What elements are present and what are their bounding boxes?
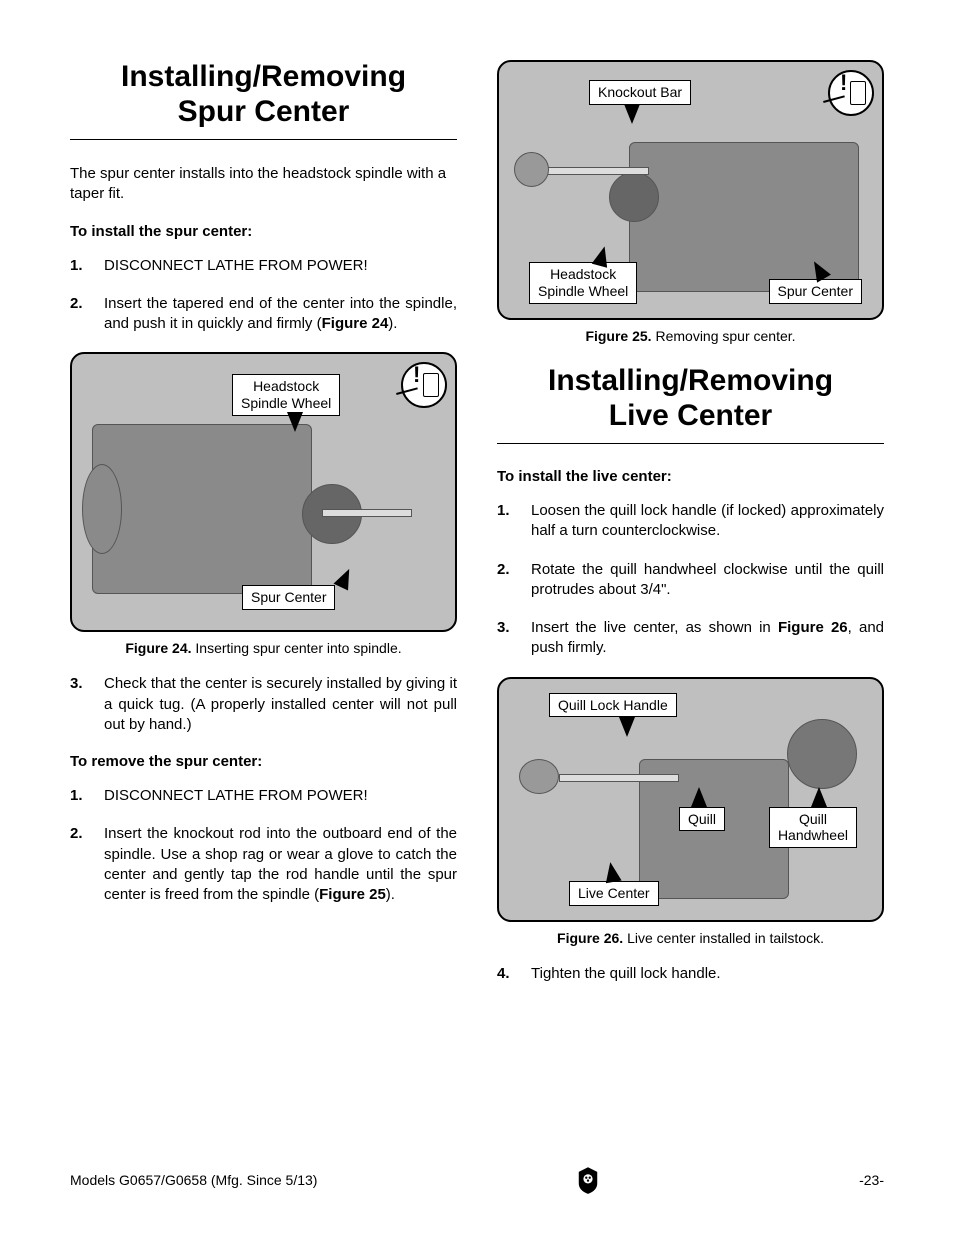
step-number: 1.: [497, 501, 531, 542]
step-number: 3.: [497, 618, 531, 659]
unplug-icon: [401, 362, 447, 408]
section-title-live: Installing/Removing Live Center: [497, 364, 884, 433]
after-fig26-steps: 4. Tighten the quill lock handle.: [497, 964, 884, 984]
section-title-spur: Installing/Removing Spur Center: [70, 60, 457, 129]
title-line: Installing/Removing: [121, 60, 406, 93]
step-number: 2.: [70, 294, 104, 335]
figure-24-caption: Figure 24. Inserting spur center into sp…: [70, 640, 457, 656]
callout-knockout-bar: Knockout Bar: [589, 80, 691, 105]
step-number: 4.: [497, 964, 531, 984]
step-text: DISCONNECT LATHE FROM POWER!: [104, 256, 457, 276]
page-footer: Models G0657/G0658 (Mfg. Since 5/13) -23…: [70, 1165, 884, 1195]
step-text: Loosen the quill lock handle (if locked)…: [531, 501, 884, 542]
list-item: 3. Insert the live center, as shown in F…: [497, 618, 884, 659]
list-item: 1. Loosen the quill lock handle (if lock…: [497, 501, 884, 542]
callout-quill: Quill: [679, 807, 725, 832]
step-text: Insert the live center, as shown in Figu…: [531, 618, 884, 659]
list-item: 2. Insert the knockout rod into the outb…: [70, 824, 457, 905]
list-item: 4. Tighten the quill lock handle.: [497, 964, 884, 984]
list-item: 1. DISCONNECT LATHE FROM POWER!: [70, 786, 457, 806]
bear-logo-icon: [574, 1165, 602, 1195]
title-rule: [70, 139, 457, 140]
callout-quill-lock: Quill Lock Handle: [549, 693, 677, 718]
after-fig-steps: 3. Check that the center is securely ins…: [70, 674, 457, 735]
callout-headstock-wheel: Headstock Spindle Wheel: [529, 262, 637, 304]
figure-26-caption: Figure 26. Live center installed in tail…: [497, 930, 884, 946]
step-number: 1.: [70, 786, 104, 806]
callout-spur-center: Spur Center: [242, 585, 335, 610]
footer-page-number: -23-: [859, 1172, 884, 1188]
step-text: Tighten the quill lock handle.: [531, 964, 884, 984]
figure-26: Quill Lock Handle Quill Quill Handwheel …: [497, 677, 884, 922]
footer-models: Models G0657/G0658 (Mfg. Since 5/13): [70, 1172, 317, 1188]
list-item: 3. Check that the center is securely ins…: [70, 674, 457, 735]
figure-25: Knockout Bar Headstock Spindle Wheel Spu…: [497, 60, 884, 320]
callout-live-center: Live Center: [569, 881, 659, 906]
step-text: Insert the tapered end of the center int…: [104, 294, 457, 335]
install-subhead: To install the spur center:: [70, 223, 457, 240]
step-text: Rotate the quill handwheel clockwise unt…: [531, 560, 884, 601]
title-line: Live Center: [609, 399, 772, 432]
list-item: 2. Insert the tapered end of the center …: [70, 294, 457, 335]
figure-25-caption: Figure 25. Removing spur center.: [497, 328, 884, 344]
right-column: Knockout Bar Headstock Spindle Wheel Spu…: [497, 60, 884, 1002]
callout-headstock-wheel: Headstock Spindle Wheel: [232, 374, 340, 416]
title-line: Installing/Removing: [548, 364, 833, 397]
step-text: Insert the knockout rod into the outboar…: [104, 824, 457, 905]
left-column: Installing/Removing Spur Center The spur…: [70, 60, 457, 1002]
install-live-steps: 1. Loosen the quill lock handle (if lock…: [497, 501, 884, 659]
list-item: 1. DISCONNECT LATHE FROM POWER!: [70, 256, 457, 276]
step-number: 3.: [70, 674, 104, 735]
title-rule: [497, 443, 884, 444]
remove-subhead: To remove the spur center:: [70, 753, 457, 770]
unplug-icon: [828, 70, 874, 116]
remove-steps-list: 1. DISCONNECT LATHE FROM POWER! 2. Inser…: [70, 786, 457, 905]
callout-spur-center: Spur Center: [769, 279, 862, 304]
title-line: Spur Center: [178, 95, 350, 128]
intro-paragraph: The spur center installs into the headst…: [70, 164, 457, 205]
step-number: 2.: [497, 560, 531, 601]
step-text: Check that the center is securely instal…: [104, 674, 457, 735]
step-number: 2.: [70, 824, 104, 905]
figure-24: Headstock Spindle Wheel Spur Center: [70, 352, 457, 632]
list-item: 2. Rotate the quill handwheel clockwise …: [497, 560, 884, 601]
step-text: DISCONNECT LATHE FROM POWER!: [104, 786, 457, 806]
install-steps-list: 1. DISCONNECT LATHE FROM POWER! 2. Inser…: [70, 256, 457, 335]
step-number: 1.: [70, 256, 104, 276]
install-live-subhead: To install the live center:: [497, 468, 884, 485]
callout-quill-handwheel: Quill Handwheel: [769, 807, 857, 849]
